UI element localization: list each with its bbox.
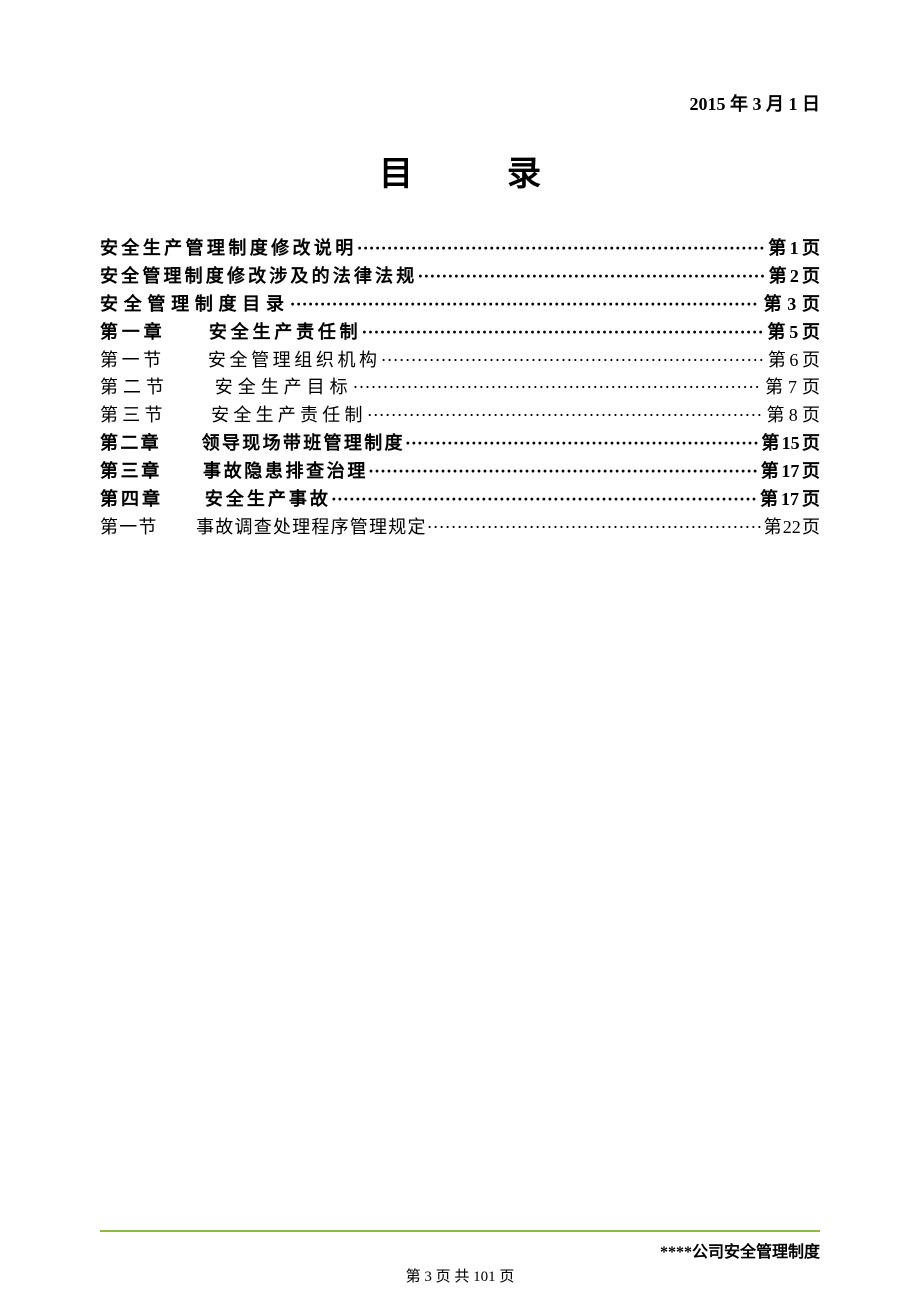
table-of-contents: 安全生产管理制度修改说明····························… xyxy=(100,235,820,542)
toc-entry: 安全生产管理制度修改说明····························… xyxy=(100,235,820,263)
document-date: 2015 年 3 月 1 日 xyxy=(100,90,820,116)
toc-entry: 第一节 事故调查处理程序管理规定························… xyxy=(100,514,820,542)
document-page: 2015 年 3 月 1 日 目 录 安全生产管理制度修改说明·········… xyxy=(0,0,920,542)
toc-entry: 第一节 安全管理组织机构····························… xyxy=(100,347,820,375)
document-title: 目 录 xyxy=(100,146,820,195)
toc-entry: 安全管理制度目录································… xyxy=(100,291,820,319)
footer-divider xyxy=(100,1230,820,1232)
toc-entry: 第四章 安全生产事故······························… xyxy=(100,486,820,514)
toc-entry: 第二节 安全生产目标······························… xyxy=(100,374,820,402)
toc-entry: 第一章 安全生产责任制·····························… xyxy=(100,319,820,347)
footer-company: ****公司安全管理制度 xyxy=(660,1238,820,1262)
toc-entry: 第三节 安全生产责任制·····························… xyxy=(100,402,820,430)
toc-entry: 第二章 领导现场带班管理制度··························… xyxy=(100,430,820,458)
page-number: 第 3 页 共 101 页 xyxy=(0,1265,920,1286)
toc-entry: 第三章 事故隐患排查治理····························… xyxy=(100,458,820,486)
toc-entry: 安全管理制度修改涉及的法律法规·························… xyxy=(100,263,820,291)
